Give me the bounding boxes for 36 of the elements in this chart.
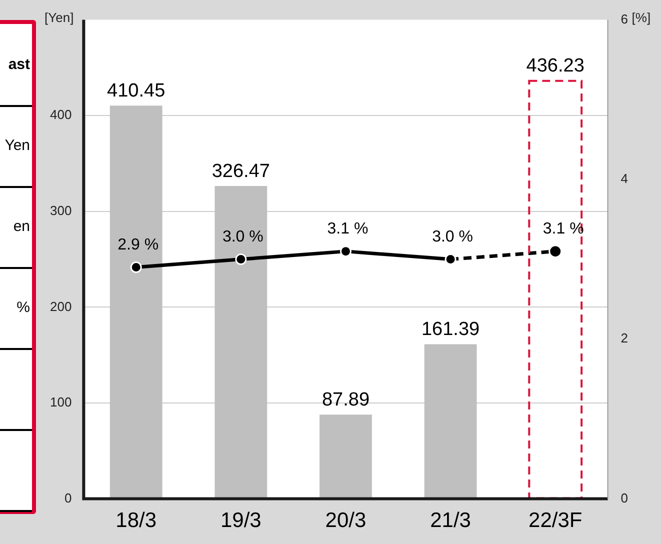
y-tick-label: 0 bbox=[64, 490, 72, 506]
y-tick-label: 400 bbox=[50, 107, 72, 122]
bar bbox=[214, 186, 268, 498]
point bbox=[548, 244, 562, 258]
data-label: 3.0 % bbox=[222, 228, 264, 246]
y2-tick-label: 6 bbox=[620, 11, 628, 26]
data-label: 3.1 % bbox=[327, 220, 368, 238]
table-frame: ast Yen en % bbox=[0, 20, 36, 514]
y-tick-label: 300 bbox=[50, 202, 72, 218]
point bbox=[340, 246, 352, 258]
x-tick-label: 22/3F bbox=[528, 509, 582, 532]
bar bbox=[110, 106, 162, 498]
bar bbox=[320, 414, 372, 498]
data-label: 87.89 bbox=[322, 389, 370, 410]
y2-tick-label: 4 bbox=[620, 171, 628, 186]
y2-tick-label: 2 bbox=[620, 330, 628, 346]
data-label: 161.39 bbox=[421, 318, 480, 340]
y-axis-title: [Yen] bbox=[44, 10, 74, 25]
x-tick-label: 21/3 bbox=[430, 509, 471, 532]
x-tick-label: 20/3 bbox=[325, 509, 366, 532]
y-tick-label: 200 bbox=[50, 298, 72, 314]
data-label: 2.9 % bbox=[118, 236, 159, 254]
data-label: 436.23 bbox=[526, 56, 584, 77]
bar bbox=[528, 80, 583, 500]
data-label: 3.1 % bbox=[542, 220, 584, 238]
data-label: 326.47 bbox=[212, 160, 270, 182]
x-tick-label: 18/3 bbox=[116, 509, 157, 532]
point bbox=[130, 262, 142, 274]
data-label: 3.0 % bbox=[432, 228, 474, 246]
y2-tick-label: 0 bbox=[620, 490, 628, 506]
data-label: 410.45 bbox=[107, 80, 166, 102]
y2-axis-title: [%] bbox=[632, 10, 651, 25]
point bbox=[235, 254, 247, 266]
y-tick-label: 100 bbox=[50, 394, 72, 410]
x-tick-label: 19/3 bbox=[220, 509, 262, 532]
bar bbox=[424, 344, 477, 498]
